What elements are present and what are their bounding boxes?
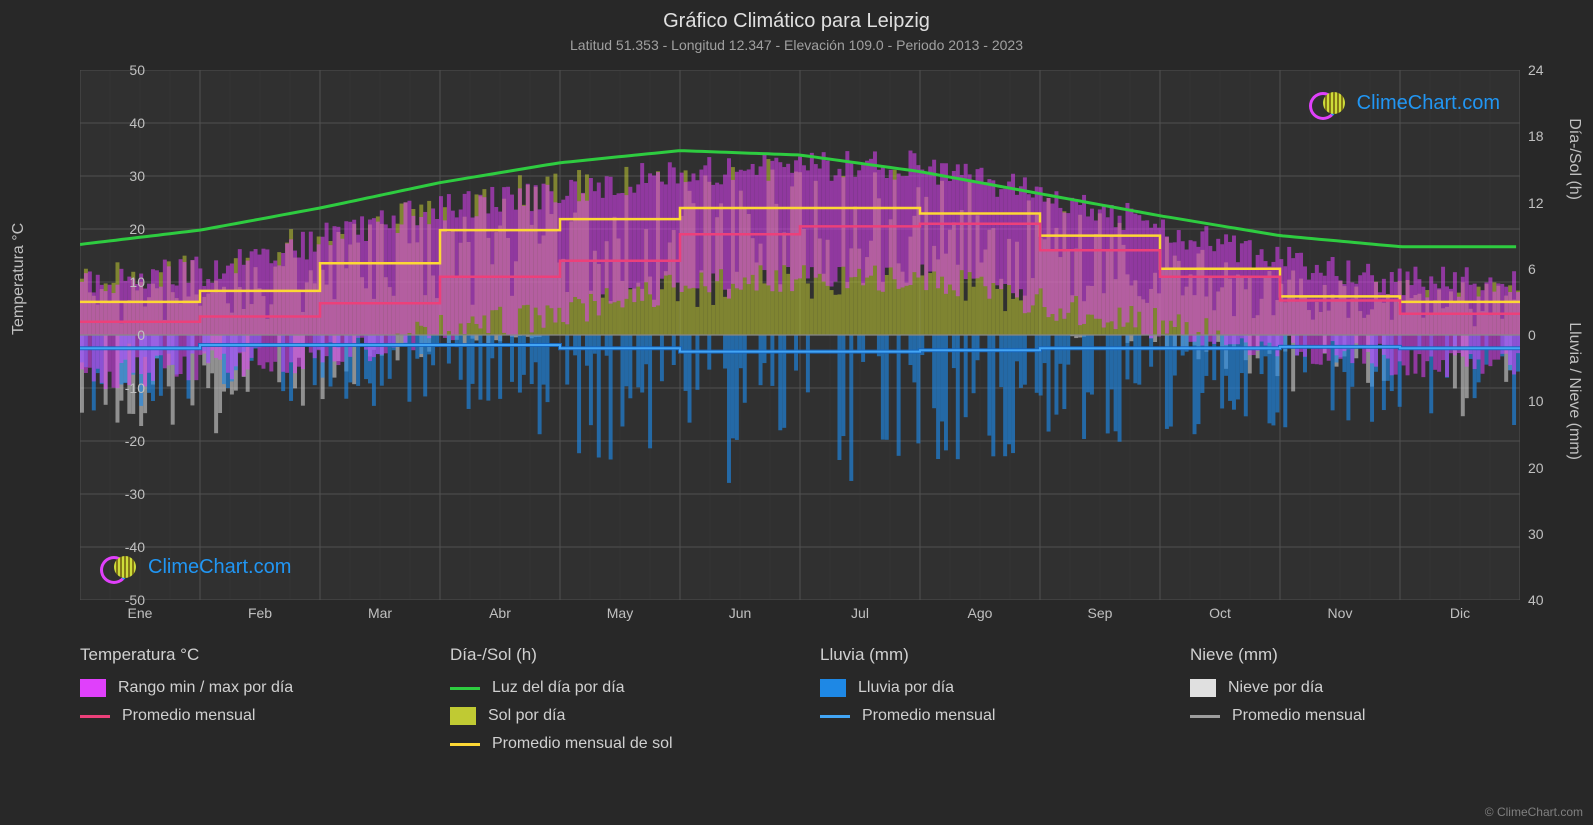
- legend-item-snow-daily: Nieve por día: [1190, 679, 1520, 697]
- y-tick-right: 24: [1528, 62, 1588, 78]
- y-tick-right: 18: [1528, 128, 1588, 144]
- swatch-snow: [1190, 679, 1216, 697]
- legend-header-daysun: Día-/Sol (h): [450, 645, 780, 665]
- swatch-sun: [450, 707, 476, 725]
- legend-label: Promedio mensual: [122, 707, 255, 725]
- chart-title: Gráfico Climático para Leipzig: [0, 0, 1593, 33]
- x-tick-month: Feb: [200, 605, 320, 621]
- y-tick-right: 12: [1528, 195, 1588, 211]
- legend-item-temp-range: Rango min / max por día: [80, 679, 410, 697]
- legend-item-temp-avg: Promedio mensual: [80, 707, 410, 725]
- legend-col-snow: Nieve (mm) Nieve por día Promedio mensua…: [1190, 645, 1520, 763]
- x-tick-month: Sep: [1040, 605, 1160, 621]
- legend-item-rain-daily: Lluvia por día: [820, 679, 1150, 697]
- legend: Temperatura °C Rango min / max por día P…: [80, 645, 1520, 763]
- x-tick-month: May: [560, 605, 680, 621]
- y-tick-left: 50: [85, 62, 145, 78]
- x-tick-month: Jul: [800, 605, 920, 621]
- swatch-snow-avg: [1190, 715, 1220, 718]
- y-tick-right: 30: [1528, 526, 1588, 542]
- y-tick-left: 10: [85, 274, 145, 290]
- legend-header-temp: Temperatura °C: [80, 645, 410, 665]
- swatch-temp-range: [80, 679, 106, 697]
- legend-item-rain-avg: Promedio mensual: [820, 707, 1150, 725]
- legend-col-rain: Lluvia (mm) Lluvia por día Promedio mens…: [820, 645, 1150, 763]
- legend-item-sun: Sol por día: [450, 707, 780, 725]
- swatch-rain: [820, 679, 846, 697]
- legend-label: Nieve por día: [1228, 679, 1323, 697]
- y-tick-right: 10: [1528, 393, 1588, 409]
- legend-label: Sol por día: [488, 707, 565, 725]
- y-tick-left: 20: [85, 221, 145, 237]
- x-tick-month: Jun: [680, 605, 800, 621]
- y-axis-left-label: Temperatura °C: [10, 223, 28, 335]
- chart-subtitle: Latitud 51.353 - Longitud 12.347 - Eleva…: [0, 33, 1593, 53]
- x-tick-month: Nov: [1280, 605, 1400, 621]
- x-tick-month: Ene: [80, 605, 200, 621]
- x-tick-month: Mar: [320, 605, 440, 621]
- plot-svg: [80, 70, 1520, 600]
- legend-label: Lluvia por día: [858, 679, 954, 697]
- y-tick-left: -40: [85, 539, 145, 555]
- legend-label: Promedio mensual: [862, 707, 995, 725]
- y-tick-left: 0: [85, 327, 145, 343]
- x-tick-month: Oct: [1160, 605, 1280, 621]
- swatch-temp-avg: [80, 715, 110, 718]
- legend-col-temp: Temperatura °C Rango min / max por día P…: [80, 645, 410, 763]
- plot-area: ClimeChart.com ClimeChart.com: [80, 70, 1520, 600]
- x-tick-month: Abr: [440, 605, 560, 621]
- y-tick-left: 30: [85, 168, 145, 184]
- x-tick-month: Ago: [920, 605, 1040, 621]
- legend-item-daylight: Luz del día por día: [450, 679, 780, 697]
- copyright: © ClimeChart.com: [1485, 805, 1583, 819]
- x-tick-month: Dic: [1400, 605, 1520, 621]
- y-tick-left: -10: [85, 380, 145, 396]
- legend-col-daysun: Día-/Sol (h) Luz del día por día Sol por…: [450, 645, 780, 763]
- swatch-sun-avg: [450, 743, 480, 746]
- legend-label: Promedio mensual de sol: [492, 735, 673, 753]
- legend-label: Promedio mensual: [1232, 707, 1365, 725]
- legend-header-rain: Lluvia (mm): [820, 645, 1150, 665]
- swatch-rain-avg: [820, 715, 850, 718]
- legend-header-snow: Nieve (mm): [1190, 645, 1520, 665]
- legend-item-sun-avg: Promedio mensual de sol: [450, 735, 780, 753]
- y-tick-right: 6: [1528, 261, 1588, 277]
- y-tick-right: 20: [1528, 460, 1588, 476]
- legend-item-snow-avg: Promedio mensual: [1190, 707, 1520, 725]
- y-tick-right: 40: [1528, 592, 1588, 608]
- legend-label: Rango min / max por día: [118, 679, 293, 697]
- legend-label: Luz del día por día: [492, 679, 625, 697]
- swatch-daylight: [450, 687, 480, 690]
- y-tick-left: -30: [85, 486, 145, 502]
- y-tick-right: 0: [1528, 327, 1588, 343]
- y-tick-left: -20: [85, 433, 145, 449]
- y-tick-left: 40: [85, 115, 145, 131]
